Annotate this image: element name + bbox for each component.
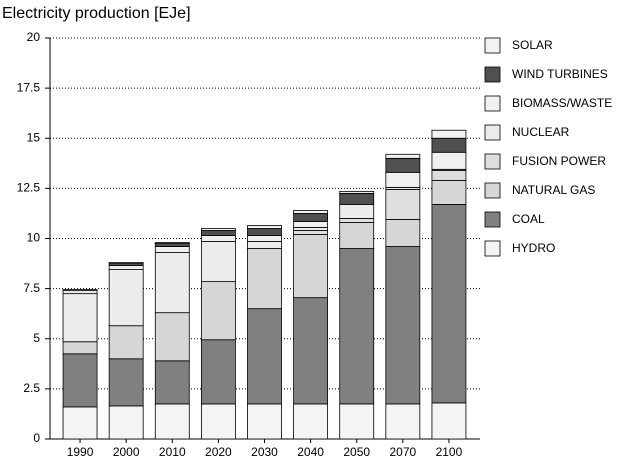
y-tick-label: 15: [27, 130, 41, 144]
chart-title: Electricity production [EJe]: [2, 5, 191, 22]
y-tick-label: 0: [33, 431, 40, 445]
x-tick-label: 2010: [159, 445, 186, 459]
bar-segment: [108, 358, 144, 407]
bar-segment: [247, 308, 282, 405]
legend-label: WIND TURBINES: [512, 67, 608, 81]
bar-segment: [247, 228, 282, 236]
bar-segment: [431, 204, 467, 404]
bar-segment: [247, 241, 282, 249]
bar-segment: [431, 151, 467, 170]
bar-segment: [154, 243, 190, 247]
bar-segment: [62, 341, 98, 355]
bar-segment: [62, 290, 98, 295]
bar-segment: [154, 246, 190, 253]
y-tick-label: 20: [27, 30, 41, 44]
x-tick-label: 2040: [297, 445, 324, 459]
y-tick-label: 10: [27, 231, 41, 245]
bar-segment: [431, 129, 467, 139]
bar-segment: [154, 312, 190, 362]
bar-segment: [200, 230, 236, 236]
legend-swatch: [484, 211, 501, 228]
bar-segment: [62, 293, 98, 343]
x-tick-label: 1990: [67, 445, 94, 459]
y-tick-label: 2.5: [23, 381, 40, 395]
bar-segment: [154, 403, 190, 440]
bar-segment: [62, 289, 98, 292]
bar-segment: [108, 262, 144, 264]
bar-segment: [431, 402, 467, 440]
bar-segment: [108, 325, 144, 360]
bar-segment: [385, 246, 421, 405]
legend-label: HYDRO: [512, 241, 555, 255]
legend-swatch: [484, 95, 501, 112]
bar-segment: [154, 252, 190, 314]
legend-swatch: [484, 124, 501, 141]
bar-segment: [200, 403, 236, 440]
bar-segment: [385, 157, 421, 173]
bar-segment: [339, 204, 375, 219]
bar-segment: [108, 269, 144, 327]
bar-segment: [247, 403, 282, 440]
bar-segment: [200, 241, 236, 283]
bar-segment: [293, 403, 329, 440]
legend-label: BIOMASS/WASTE: [512, 96, 612, 110]
bar-segment: [431, 137, 467, 153]
legend-label: SOLAR: [512, 38, 553, 52]
bar-segment: [293, 210, 329, 214]
x-tick-label: 2030: [251, 445, 278, 459]
legend-label: NATURAL GAS: [512, 183, 595, 197]
legend-swatch: [484, 37, 501, 54]
bar-segment: [200, 339, 236, 405]
y-tick-label: 12.5: [17, 181, 41, 195]
legend-label: NUCLEAR: [512, 125, 570, 139]
legend-swatch: [484, 66, 501, 83]
bar-segment: [339, 403, 375, 440]
x-tick-label: 2070: [389, 445, 416, 459]
x-tick-label: 2020: [205, 445, 232, 459]
bar-segment: [431, 179, 467, 205]
x-tick-label: 2050: [343, 445, 370, 459]
bar-segment: [339, 192, 375, 205]
bar-segment: [62, 406, 98, 440]
legend-label: FUSION POWER: [512, 154, 606, 168]
x-tick-label: 2000: [113, 445, 140, 459]
bar-segment: [247, 248, 282, 310]
bar-segment: [431, 169, 467, 181]
bar-segment: [293, 227, 329, 231]
bar-segment: [339, 222, 375, 249]
bar-segment: [247, 235, 282, 242]
bar-segment: [154, 360, 190, 405]
bar-segment: [339, 190, 375, 194]
bar-segment: [339, 248, 375, 405]
y-tick-label: 5: [33, 331, 40, 345]
bar-segment: [108, 405, 144, 440]
bar-segment: [293, 230, 329, 235]
legend-swatch: [484, 240, 501, 257]
x-tick-label: 2100: [436, 445, 463, 459]
bar-segment: [385, 188, 421, 220]
bar-segment: [339, 218, 375, 223]
bar-segment: [293, 213, 329, 222]
bar-segment: [385, 171, 421, 188]
bar-segment: [293, 221, 329, 228]
legend-label: COAL: [512, 212, 545, 226]
bar-segment: [108, 265, 144, 270]
bar-segment: [385, 403, 421, 440]
bar-segment: [200, 228, 236, 231]
legend-swatch: [484, 153, 501, 170]
bar-segment: [293, 234, 329, 299]
bar-segment: [200, 281, 236, 341]
bar-segment: [385, 153, 421, 159]
bar-segment: [62, 353, 98, 408]
legend-swatch: [484, 182, 501, 199]
bar-segment: [293, 297, 329, 405]
bar-segment: [200, 235, 236, 242]
y-tick-label: 17.5: [17, 80, 41, 94]
bar-segment: [385, 219, 421, 247]
bar-segment: [154, 242, 190, 244]
y-tick-label: 7.5: [23, 281, 40, 295]
bar-segment: [247, 225, 282, 229]
